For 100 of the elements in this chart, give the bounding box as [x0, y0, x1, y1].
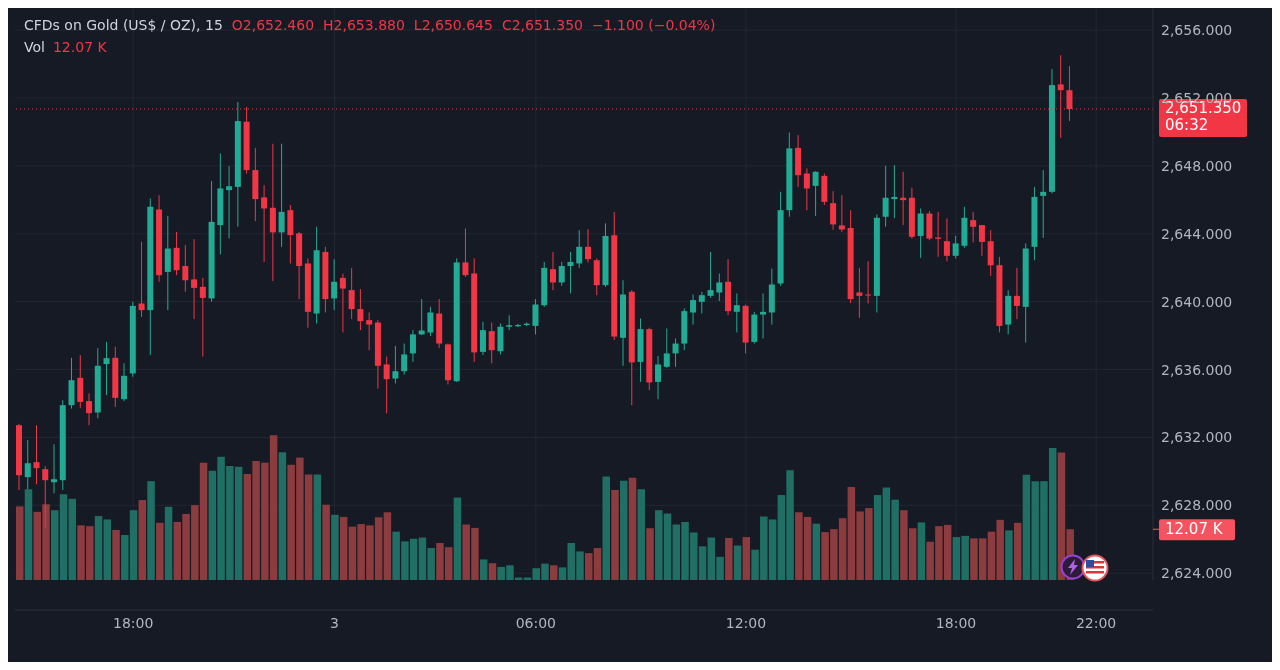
bar: [147, 481, 155, 580]
candlestick: [392, 345, 399, 384]
candlestick: [576, 229, 583, 269]
bar: [549, 565, 558, 580]
y-tick-label: 2,632.000: [1161, 429, 1233, 446]
candlestick: [357, 288, 364, 331]
candlestick: [812, 170, 819, 217]
candlestick: [138, 241, 145, 318]
x-tick-label: 22:00: [1075, 614, 1117, 631]
bar: [637, 489, 646, 580]
bar: [611, 489, 619, 580]
candlestick: [707, 251, 714, 299]
bar: [479, 559, 488, 580]
candlestick: [698, 291, 705, 315]
candlestick: [567, 251, 574, 294]
candlestick: [585, 228, 591, 263]
annotation: C2,651.350: [501, 17, 583, 33]
candlestick: [690, 294, 697, 326]
y-tick-label: 2,648.000: [1161, 157, 1233, 174]
bar: [733, 545, 742, 580]
candlestick: [803, 167, 810, 211]
candlestick: [865, 260, 872, 305]
candlestick: [331, 258, 338, 311]
bar: [453, 497, 462, 580]
bar: [138, 500, 147, 580]
candlestick: [164, 215, 171, 311]
candlestick: [191, 238, 198, 320]
bar: [646, 528, 654, 580]
candlestick: [409, 329, 416, 363]
bar: [873, 495, 882, 580]
bar: [103, 519, 112, 580]
annotation: Vol: [24, 39, 45, 55]
bar: [383, 512, 392, 580]
bar: [742, 537, 751, 580]
candlestick: [558, 261, 565, 287]
y2-tick-label: 12.07 K: [1165, 520, 1224, 539]
candlestick: [383, 356, 390, 414]
bar: [620, 480, 628, 580]
candlestick: [479, 321, 486, 356]
candlestick: [970, 211, 977, 243]
candlestick: [549, 251, 556, 291]
candlestick: [856, 267, 863, 319]
candlestick: [51, 443, 58, 494]
annotation: L2,650.645: [413, 17, 493, 33]
bar: [156, 522, 164, 580]
bar: [94, 516, 103, 580]
annotation: H2,653.880: [323, 17, 405, 33]
x-tick-label: 06:00: [515, 614, 557, 631]
bar: [628, 477, 637, 580]
y-tick-label: 2,628.000: [1161, 497, 1233, 514]
candlestick: [278, 143, 285, 248]
bar: [1005, 530, 1013, 580]
bar: [1013, 522, 1022, 580]
candlestick: [226, 165, 233, 239]
candlestick: [24, 439, 31, 490]
candlestick: [978, 224, 985, 257]
bar: [278, 452, 287, 580]
candlestick: [173, 231, 180, 276]
candlestick: [199, 277, 206, 358]
y-tick-label: 2,656.000: [1161, 22, 1233, 39]
annotation: O2,652.460: [231, 17, 315, 33]
candlestick: [339, 272, 346, 333]
annotation: −1.100 (−0.04%): [591, 17, 716, 33]
candlestick: [366, 312, 373, 351]
text: CFDs on Gold (US$ / OZ), 15: [24, 17, 223, 33]
candlestick: [917, 207, 924, 259]
candlestick: [418, 298, 425, 336]
bar: [488, 563, 497, 580]
candlestick: [121, 362, 128, 402]
candlestick: [716, 272, 723, 302]
candlestick: [672, 337, 679, 368]
candlestick: [943, 217, 950, 262]
bar: [112, 529, 120, 580]
bar: [602, 476, 611, 580]
candlestick: [103, 341, 110, 396]
candlestick: [663, 327, 670, 369]
candlestick: [935, 211, 942, 258]
candlestick: [1040, 169, 1047, 239]
y-tick-label: 2,624.000: [1161, 565, 1233, 582]
candlestick: [830, 190, 837, 231]
x-tick-label: 12:00: [725, 614, 767, 631]
x-tick-label: 18:00: [113, 614, 154, 631]
y-tick-label: 2,640.000: [1161, 293, 1233, 310]
candlestick: [882, 165, 889, 228]
bar: [917, 522, 926, 580]
bar: [339, 516, 348, 580]
bar: [322, 504, 330, 580]
bar: [24, 489, 33, 580]
candlestick: [401, 343, 408, 375]
bar: [16, 506, 24, 580]
candlestick: [86, 392, 93, 426]
candlestick: [655, 355, 662, 400]
x-tick-label: 3: [330, 614, 339, 631]
y-tick-label: 2,636.000: [1161, 361, 1233, 378]
bar: [331, 514, 339, 580]
candlestick: [760, 292, 767, 339]
candlestick: [261, 184, 268, 263]
bar: [812, 523, 821, 580]
candlestick: [462, 227, 469, 278]
candlestick: [348, 267, 355, 320]
